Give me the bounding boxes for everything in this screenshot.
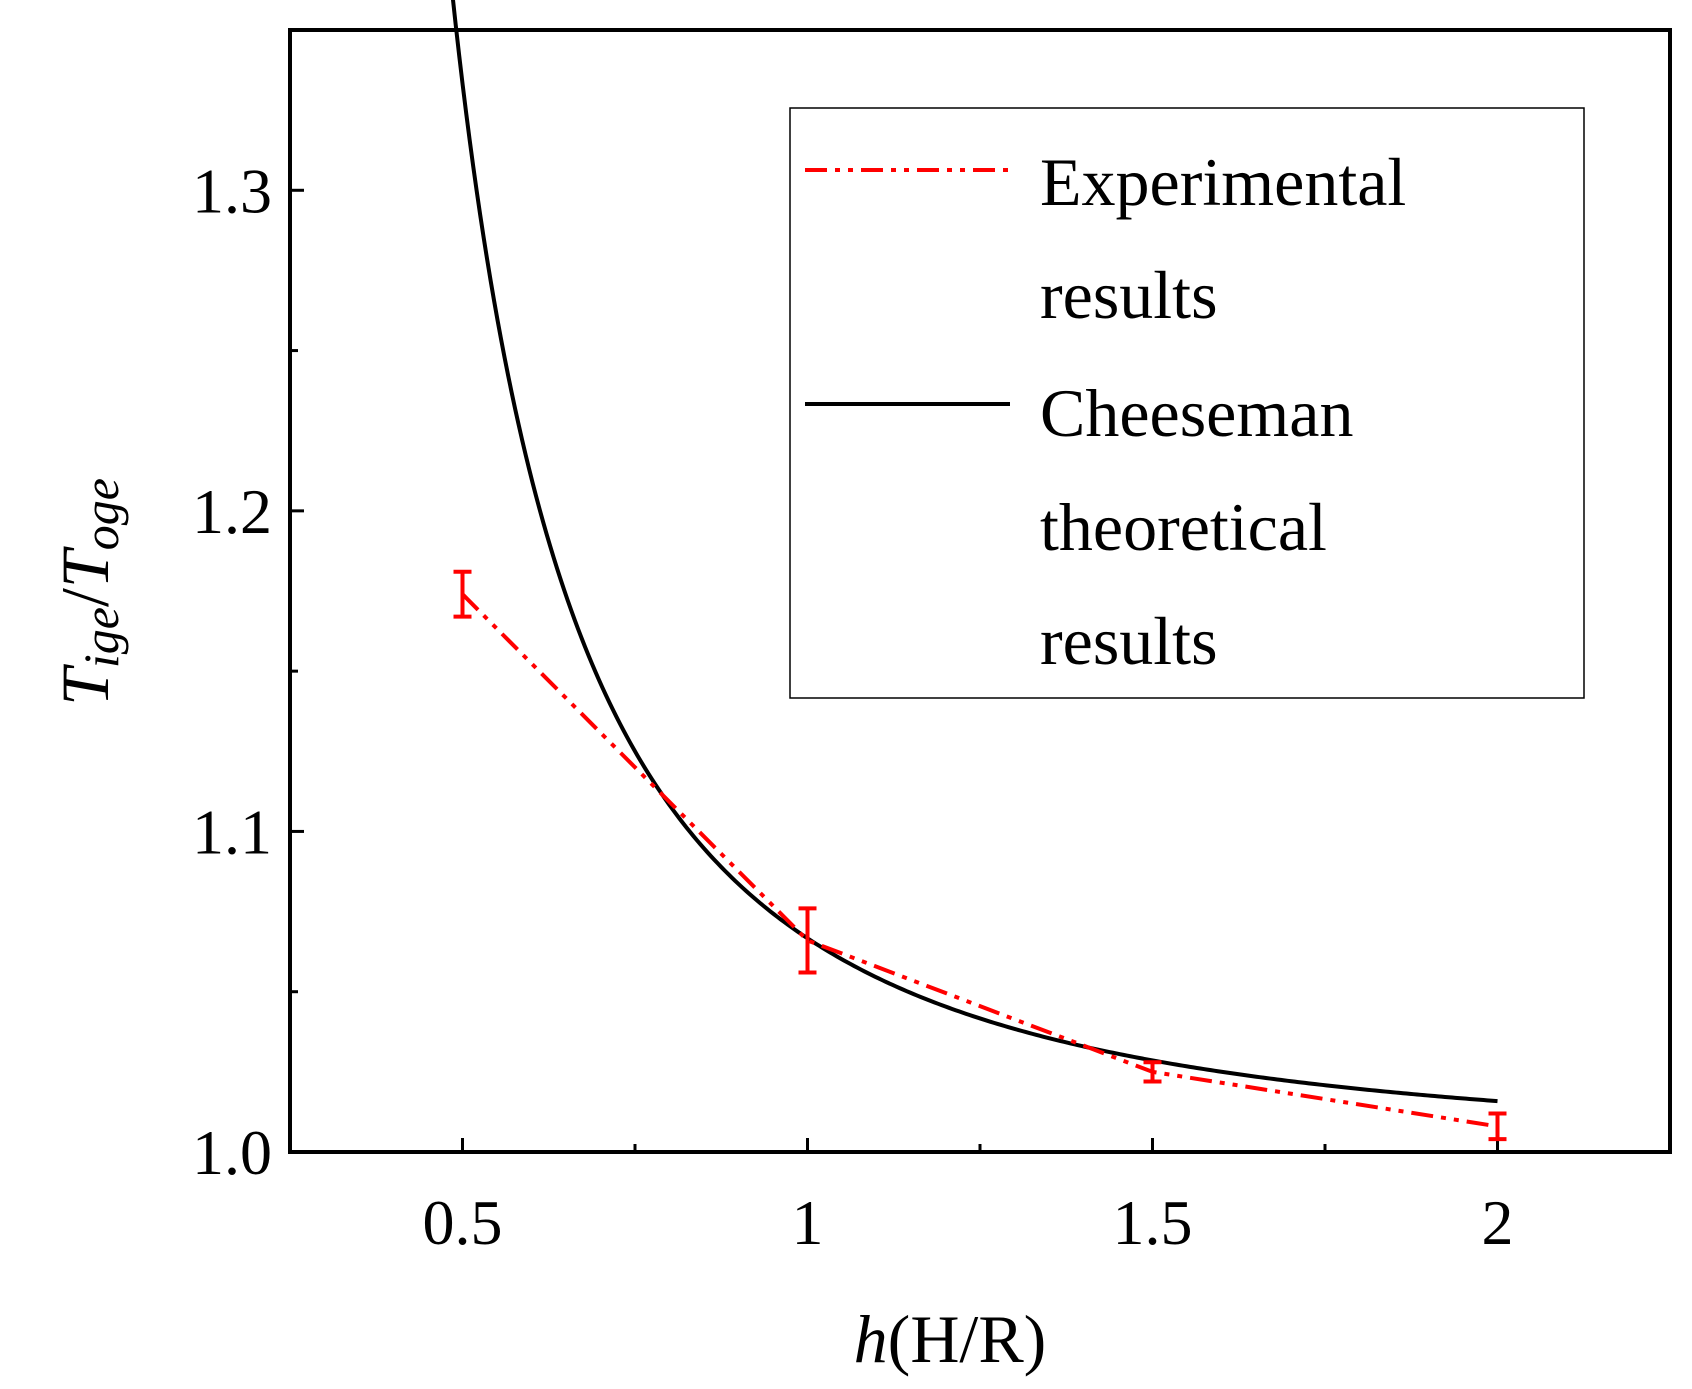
error-bar: [453, 569, 472, 619]
y-tick-label: 1.2: [192, 476, 272, 547]
legend: Experimental results Cheeseman theoretic…: [789, 107, 1585, 699]
y-axis-title: Tige/Toge: [47, 478, 129, 706]
x-axis-title: h(H/R): [854, 1301, 1047, 1377]
y-axis-title-t1: T: [47, 664, 123, 706]
y-axis-title-sub2: oge: [73, 478, 129, 550]
y-axis-title-slash: /: [47, 588, 123, 607]
error-bars: [453, 569, 1507, 1142]
x-axis-title-rest: (H/R): [888, 1301, 1047, 1377]
legend-label-cheeseman-line2: theoretical: [1040, 489, 1327, 565]
y-axis-title-t2: T: [47, 546, 123, 588]
y-tick-label: 1.3: [192, 155, 272, 226]
y-axis-title-sub1: ige: [73, 607, 129, 668]
x-axis-title-italic: h: [854, 1301, 888, 1377]
x-tick-label: 1: [792, 1187, 824, 1258]
series-line-experimental: [461, 592, 1498, 1129]
x-tick-label: 2: [1482, 1187, 1514, 1258]
x-tick-label: 0.5: [423, 1187, 503, 1258]
legend-label-experimental-line2: results: [1040, 257, 1218, 333]
tick-labels: 0.5 1 1.5 2 1.0 1.1 1.2 1.3: [192, 155, 1514, 1258]
x-tick-label: 1.5: [1113, 1187, 1193, 1258]
series-line-cheeseman: [451, 0, 1498, 1104]
legend-label-cheeseman-line3: results: [1040, 603, 1218, 679]
error-bar: [1143, 1060, 1162, 1084]
legend-label-experimental-line1: Experimental: [1040, 144, 1406, 220]
error-bar: [1488, 1111, 1507, 1142]
y-tick-label: 1.0: [192, 1117, 272, 1188]
legend-label-cheeseman-line1: Cheeseman: [1040, 375, 1353, 451]
y-tick-label: 1.1: [192, 796, 272, 867]
error-bar: [798, 906, 817, 975]
